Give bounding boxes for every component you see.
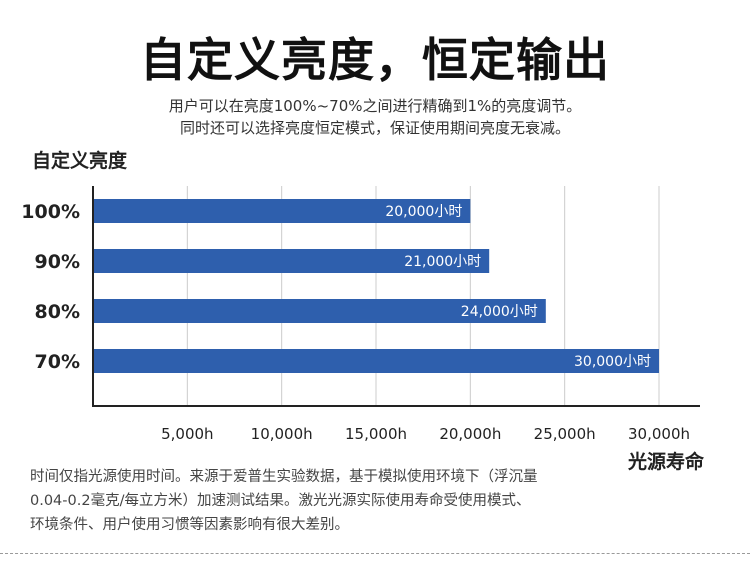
- subtitle-line: 用户可以在亮度100%~70%之间进行精确到1%的亮度调节。: [168, 97, 582, 115]
- bar: [93, 249, 490, 273]
- footnote: 时间仅指光源使用时间。来源于爱普生实验数据，基于模拟使用环境下（浮沉量 0.04…: [30, 465, 620, 537]
- category-label: 90%: [35, 251, 80, 273]
- bar-value-label: 24,000小时: [461, 304, 538, 320]
- lifetime-bar-chart: 5,000h 10,000h 15,000h 20,000h 25,000h 30,000…: [21, 186, 700, 443]
- page-title: 自定义亮度，恒定输出: [140, 33, 610, 87]
- bar-value-label: 21,000小时: [404, 254, 481, 270]
- y-axis-label: 自定义亮度: [32, 150, 128, 172]
- footnote-line: 环境条件、用户使用习惯等因素影响有很大差别。: [30, 517, 349, 533]
- bar-value-label: 20,000小时: [385, 204, 462, 220]
- category-label: 100%: [21, 201, 80, 223]
- footnote-line: 0.04-0.2毫克/每立方米）加速测试结果。激光光源实际使用寿命受使用模式、: [30, 493, 531, 509]
- x-tick-label: 5,000h: [161, 425, 213, 443]
- x-tick-label: 25,000h: [534, 425, 596, 443]
- x-tick-label: 30,000h: [628, 425, 690, 443]
- x-tick-label: 20,000h: [439, 425, 501, 443]
- x-tick-label: 10,000h: [251, 425, 313, 443]
- subtitle: 用户可以在亮度100%~70%之间进行精确到1%的亮度调节。 同时还可以选择亮度…: [0, 95, 750, 139]
- x-axis-label: 光源寿命: [627, 451, 704, 473]
- subtitle-line: 同时还可以选择亮度恒定模式，保证使用期间亮度无衰减。: [179, 119, 570, 137]
- x-tick-label: 15,000h: [345, 425, 407, 443]
- bar: [93, 349, 659, 373]
- category-label: 80%: [35, 301, 80, 323]
- bar: [93, 299, 546, 323]
- footnote-line: 时间仅指光源使用时间。来源于爱普生实验数据，基于模拟使用环境下（浮沉量: [30, 469, 538, 485]
- category-label: 70%: [35, 351, 80, 373]
- bar: [93, 199, 471, 223]
- dashed-divider: [0, 553, 750, 554]
- bar-value-label: 30,000小时: [574, 354, 651, 370]
